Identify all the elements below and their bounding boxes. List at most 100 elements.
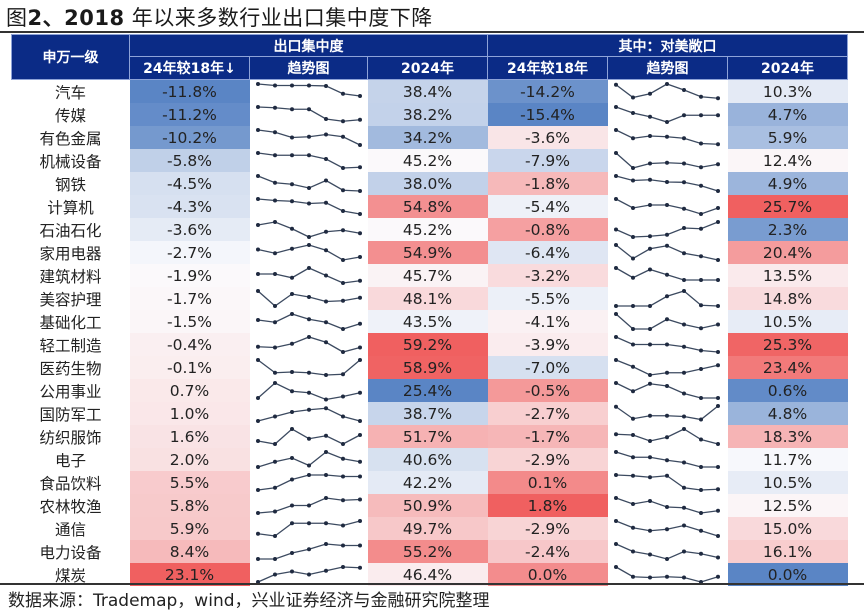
us-exposure-sparkline xyxy=(613,427,720,446)
sparkline-point xyxy=(630,304,635,308)
sparkline-point xyxy=(289,569,294,574)
industry-name: 钢铁 xyxy=(54,175,86,194)
sparkline-point xyxy=(630,166,635,170)
sparkline-point xyxy=(272,442,277,446)
sparkline-point xyxy=(647,499,652,503)
sparkline-point xyxy=(613,82,618,87)
concentration-change-cell: 1.0% xyxy=(129,402,250,425)
sparkline-point xyxy=(272,320,277,325)
us-exposure-2024-cell: 14.8% xyxy=(727,287,848,310)
us-exposure-sparkline xyxy=(613,266,720,282)
us-exposure-trend-cell xyxy=(607,379,728,402)
sparkline-point xyxy=(340,442,345,446)
sparkline-point xyxy=(630,416,635,421)
sparkline-point xyxy=(289,370,294,374)
sparkline-point xyxy=(357,345,362,350)
sparkline-point xyxy=(272,572,277,577)
industry-name: 家用电器 xyxy=(39,244,102,263)
sparkline-point xyxy=(698,278,703,282)
sparkline-point xyxy=(698,326,703,331)
sparkline-point xyxy=(681,180,686,185)
industry-name: 煤炭 xyxy=(54,566,86,585)
table-row: 美容护理 -1.7% 48.1% -5.5% 14.8% xyxy=(12,287,848,310)
sparkline-point xyxy=(681,427,686,431)
sparkline-point xyxy=(715,574,720,579)
sparkline-point xyxy=(664,527,669,532)
sparkline-point xyxy=(323,496,328,500)
sparkline-point xyxy=(664,557,669,561)
sparkline-point xyxy=(715,508,720,513)
sparkline-point xyxy=(698,488,703,492)
industry-name: 计算机 xyxy=(47,198,94,217)
concentration-2024-cell: 50.9% xyxy=(367,494,488,517)
title-prefix: 图 xyxy=(6,6,28,30)
us-exposure-sparkline xyxy=(613,381,720,400)
sparkline-point xyxy=(340,523,345,528)
concentration-trend-cell xyxy=(249,448,368,471)
us-exposure-2024-cell: 10.5% xyxy=(727,310,848,333)
sparkline-point xyxy=(613,105,618,109)
industry-name: 农林牧渔 xyxy=(39,497,102,516)
header-2024: 2024年 xyxy=(367,56,488,80)
concentration-2024-cell: 38.7% xyxy=(367,402,488,425)
sparkline-point xyxy=(664,342,669,347)
sparkline-point xyxy=(340,414,345,419)
us-exposure-2024-cell: 0.6% xyxy=(727,379,848,402)
sparkline-point xyxy=(630,235,635,239)
sparkline-point xyxy=(306,201,311,206)
sparkline-point xyxy=(340,228,345,233)
concentration-table: 申万一级 出口集中度 其中：对美敞口 24年较18年↓ 趋势图 2024年 24… xyxy=(11,34,848,586)
us-exposure-2024-cell: 16.1% xyxy=(727,540,848,563)
table-row: 汽车 -11.8% 38.4% -14.2% 10.3% xyxy=(12,79,848,103)
concentration-2024-cell: 42.2% xyxy=(367,471,488,494)
us-exposure-trend-cell xyxy=(607,310,728,333)
sparkline-point xyxy=(323,542,328,546)
sparkline-point xyxy=(698,113,703,118)
sparkline-point xyxy=(647,304,652,308)
sparkline-point xyxy=(323,299,328,304)
sparkline-point xyxy=(664,294,669,299)
sparkline-point xyxy=(715,258,720,262)
sparkline-point xyxy=(272,459,277,464)
sparkline-point xyxy=(647,327,652,331)
us-exposure-sparkline xyxy=(613,542,720,561)
sparkline-point xyxy=(357,433,362,437)
table-row: 传媒 -11.2% 38.2% -15.4% 4.7% xyxy=(12,103,848,126)
concentration-trend-cell xyxy=(249,379,368,402)
sparkline-point xyxy=(255,105,260,109)
sparkline-point xyxy=(306,83,311,88)
sparkline-point xyxy=(664,370,669,375)
sparkline-point xyxy=(647,114,652,119)
table-row: 医药生物 -0.1% 58.9% -7.0% 23.4% xyxy=(12,356,848,379)
us-exposure-trend-cell xyxy=(607,425,728,448)
concentration-change-cell: 5.9% xyxy=(129,517,250,540)
sparkline-line xyxy=(257,428,360,445)
concentration-trend-cell xyxy=(249,310,368,333)
header-diff-sort[interactable]: 24年较18年↓ xyxy=(129,56,250,80)
concentration-sparkline xyxy=(255,174,362,193)
sparkline-point xyxy=(357,212,362,216)
header-export-concentration: 出口集中度 xyxy=(129,34,488,57)
us-exposure-2024-cell: 12.4% xyxy=(727,149,848,172)
sparkline-point xyxy=(357,278,362,283)
sparkline-point xyxy=(715,350,720,354)
sparkline-point xyxy=(272,130,277,135)
concentration-sparkline xyxy=(255,197,362,216)
industry-name: 建筑材料 xyxy=(39,267,102,286)
sparkline-point xyxy=(357,117,362,122)
us-exposure-sparkline xyxy=(613,151,720,170)
sparkline-point xyxy=(255,488,260,492)
us-exposure-change-cell: -0.5% xyxy=(487,379,608,402)
table-row: 电力设备 8.4% 55.2% -2.4% 16.1% xyxy=(12,540,848,563)
sparkline-point xyxy=(255,531,260,536)
sparkline-point xyxy=(681,414,686,419)
concentration-trend-cell xyxy=(249,563,368,586)
sparkline-point xyxy=(340,209,345,213)
sparkline-point xyxy=(357,189,362,193)
sparkline-line xyxy=(615,566,718,583)
sparkline-point xyxy=(698,94,703,99)
sparkline-point xyxy=(715,404,720,408)
sparkline-point xyxy=(630,256,635,261)
sparkline-point xyxy=(715,113,720,118)
sparkline-point xyxy=(698,303,703,308)
